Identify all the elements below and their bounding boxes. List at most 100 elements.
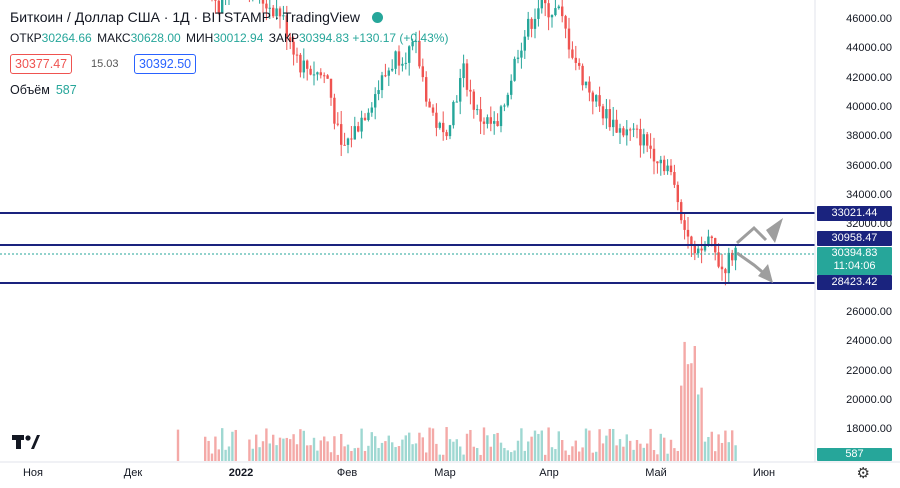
volume-bar bbox=[435, 443, 438, 461]
volume-bar bbox=[629, 440, 632, 461]
candle-body bbox=[544, 0, 547, 4]
volume-bar bbox=[265, 428, 268, 461]
volume-bar bbox=[516, 440, 520, 461]
candle-body bbox=[387, 70, 390, 76]
volume-bar bbox=[581, 447, 584, 461]
volume-bar bbox=[652, 450, 656, 461]
low-value: 30012.94 bbox=[213, 31, 264, 45]
price-tick-label: 38000.00 bbox=[846, 130, 892, 143]
volume-bar bbox=[367, 445, 370, 461]
candle-body bbox=[493, 121, 496, 124]
candle-body bbox=[482, 121, 486, 124]
tradingview-logo[interactable] bbox=[12, 432, 40, 452]
candle-body bbox=[591, 92, 594, 102]
volume-bar bbox=[479, 454, 482, 461]
buy-button[interactable]: 30392.50 bbox=[134, 54, 197, 74]
candle-body bbox=[469, 89, 472, 92]
volume-bar bbox=[550, 447, 554, 461]
candle-body bbox=[272, 7, 275, 17]
candle-body bbox=[496, 121, 499, 127]
candle-body bbox=[486, 117, 489, 124]
volume-bar bbox=[217, 449, 220, 461]
candle-body bbox=[642, 134, 645, 146]
price-tick-label: 44000.00 bbox=[846, 42, 892, 55]
volume-bar bbox=[605, 435, 608, 461]
candle-body bbox=[455, 101, 458, 103]
candle-body bbox=[530, 18, 533, 29]
candle-body bbox=[438, 122, 441, 128]
candle-body bbox=[465, 63, 469, 90]
candle-body bbox=[282, 15, 285, 17]
current-price-label: 30394.83 bbox=[831, 247, 878, 259]
candle-body bbox=[397, 51, 401, 66]
gear-icon[interactable]: ⚙ bbox=[856, 465, 870, 482]
volume-bar bbox=[663, 437, 666, 461]
volume-bar bbox=[176, 429, 180, 461]
candle-body bbox=[302, 60, 305, 73]
volume-bar bbox=[683, 341, 686, 461]
candle-body bbox=[632, 128, 635, 130]
volume-bar bbox=[346, 444, 350, 461]
volume-bar bbox=[707, 436, 710, 461]
level-tag-2: 30958.47 bbox=[817, 231, 892, 246]
price-tick-label: 46000.00 bbox=[846, 13, 892, 25]
volume-bar bbox=[438, 454, 441, 461]
symbol-title[interactable]: Биткоин / Доллар США · 1Д · BITSTAMP · T… bbox=[10, 9, 360, 25]
candle-body bbox=[622, 128, 625, 136]
volume-bar bbox=[411, 444, 414, 461]
volume-bar bbox=[248, 439, 251, 461]
volume-bar bbox=[397, 446, 401, 461]
candle-body bbox=[690, 236, 693, 246]
volume-bar bbox=[336, 454, 339, 461]
volume-bar bbox=[221, 428, 224, 461]
candle-body bbox=[357, 126, 360, 132]
volume-value: 587 bbox=[55, 83, 77, 97]
volume-bar bbox=[482, 427, 486, 461]
volume-bar bbox=[642, 447, 645, 461]
volume-bar bbox=[625, 434, 628, 461]
candle-body bbox=[462, 63, 465, 79]
candle-body bbox=[649, 145, 652, 149]
volume-label: Объём bbox=[10, 83, 50, 97]
volume-bar bbox=[673, 448, 676, 461]
candle-body bbox=[703, 244, 707, 251]
volume-bar bbox=[380, 442, 384, 461]
volume-bar bbox=[499, 442, 503, 461]
volume-bar bbox=[544, 454, 547, 461]
candle-body bbox=[700, 248, 703, 251]
candle-body bbox=[350, 138, 353, 140]
volume-bar bbox=[210, 453, 214, 461]
sell-button[interactable]: 30377.47 bbox=[10, 54, 73, 74]
price-tick-label: 36000.00 bbox=[846, 159, 892, 172]
candle-body bbox=[683, 220, 686, 230]
candles bbox=[211, 0, 737, 286]
volume-bar bbox=[510, 452, 513, 461]
volume-bar bbox=[272, 434, 275, 461]
candle-body bbox=[442, 122, 445, 133]
volume-bar bbox=[319, 440, 322, 461]
volume-bar bbox=[455, 439, 458, 461]
candle-body bbox=[615, 119, 618, 133]
current-price-tag: 30394.83 11:04:06 bbox=[817, 247, 892, 275]
volume-bar bbox=[533, 430, 537, 461]
symbol-title-bar[interactable]: Биткоин / Доллар США · 1Д · BITSTAMP · T… bbox=[10, 9, 383, 25]
volume-bar bbox=[537, 433, 540, 461]
volume-bar bbox=[278, 437, 282, 461]
volume-bar bbox=[326, 441, 329, 461]
candle-body bbox=[275, 8, 278, 17]
candle-body bbox=[431, 107, 435, 113]
candle-body bbox=[452, 101, 455, 126]
volume-bar bbox=[329, 452, 333, 461]
candle-body bbox=[659, 159, 662, 164]
market-status-icon bbox=[372, 11, 383, 23]
volume-bar bbox=[350, 450, 353, 461]
volume-bar bbox=[425, 452, 428, 461]
volume-bar bbox=[588, 430, 591, 461]
volume-bar bbox=[554, 449, 557, 461]
high-value: 30628.00 bbox=[130, 31, 181, 45]
candle-body bbox=[265, 3, 268, 9]
time-tick-label: 2022 bbox=[228, 467, 254, 479]
volume-bar bbox=[584, 428, 588, 461]
candle-body bbox=[588, 81, 591, 93]
